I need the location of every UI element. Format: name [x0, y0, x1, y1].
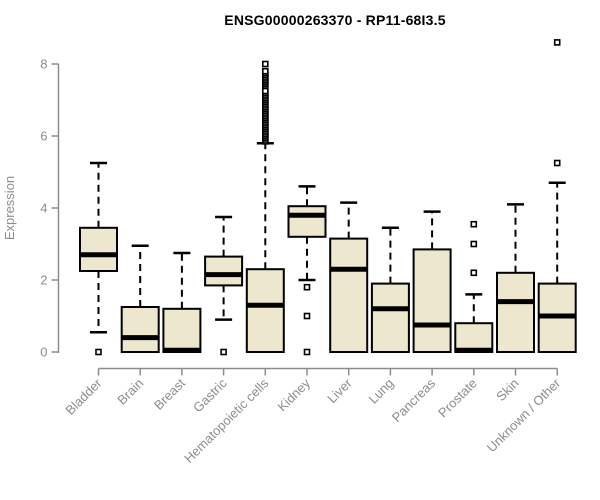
- boxplot-pancreas: [412, 210, 452, 353]
- y-axis: 0 2 4 6 8 Expression: [2, 57, 60, 360]
- boxplot-unknown-other: [537, 39, 577, 354]
- x-tick-label-kidney: Kidney: [274, 375, 313, 414]
- boxplot-brain: [120, 244, 160, 353]
- boxplot-lung: [370, 226, 410, 354]
- boxplot-kidney: [287, 185, 327, 356]
- iqr-box: [162, 307, 202, 353]
- x-tick-label-bladder: Bladder: [62, 375, 105, 418]
- iqr-box: [496, 271, 535, 353]
- iqr-box: [412, 248, 452, 353]
- outlier-point: [261, 67, 269, 75]
- iqr-box: [329, 237, 369, 354]
- outlier-point: [470, 220, 478, 228]
- outlier-point: [553, 39, 561, 46]
- x-tick-label-liver: Liver: [324, 375, 355, 406]
- boxplot-hematopoietic-cells: [245, 60, 285, 354]
- iqr-box: [120, 306, 160, 353]
- outlier-point: [303, 312, 311, 320]
- iqr-box: [79, 226, 118, 273]
- boxplot-liver: [329, 201, 369, 354]
- x-tick-label-unknown-other: Unknown / Other: [484, 375, 564, 455]
- outlier-point: [303, 283, 311, 291]
- outlier-point: [261, 87, 269, 95]
- boxplot-gastric: [204, 215, 244, 356]
- boxplot-bladder: [79, 161, 118, 356]
- outlier-point: [95, 348, 102, 356]
- outlier-point: [220, 348, 227, 356]
- y-tick-label: 0: [40, 345, 47, 360]
- outlier-point: [470, 240, 478, 248]
- outlier-point: [303, 348, 311, 356]
- y-axis-title: Expression: [2, 176, 17, 240]
- y-tick-label: 2: [40, 273, 47, 288]
- x-tick-label-gastric: Gastric: [190, 375, 230, 415]
- outlier-point: [553, 159, 561, 167]
- outlier-point: [261, 60, 269, 68]
- iqr-box: [204, 255, 244, 287]
- x-tick-label-brain: Brain: [114, 376, 146, 408]
- boxplot-skin: [496, 203, 535, 353]
- y-tick-label: 6: [40, 129, 47, 144]
- iqr-box: [370, 282, 410, 354]
- x-tick-label-breast: Breast: [151, 375, 188, 412]
- x-tick-label-lung: Lung: [365, 376, 396, 407]
- boxplot-prostate: [454, 220, 494, 354]
- x-tick-label-skin: Skin: [493, 376, 521, 404]
- boxplot-breast: [162, 251, 202, 353]
- outlier-point: [470, 269, 478, 277]
- x-tick-label-pancreas: Pancreas: [389, 375, 439, 425]
- chart-title: ENSG00000263370 - RP11-68I3.5: [224, 12, 446, 28]
- iqr-box: [245, 268, 285, 354]
- y-tick-label: 8: [40, 57, 47, 72]
- y-tick-label: 4: [40, 201, 47, 216]
- iqr-box: [454, 322, 494, 354]
- x-tick-label-prostate: Prostate: [435, 376, 480, 421]
- iqr-box: [287, 205, 327, 238]
